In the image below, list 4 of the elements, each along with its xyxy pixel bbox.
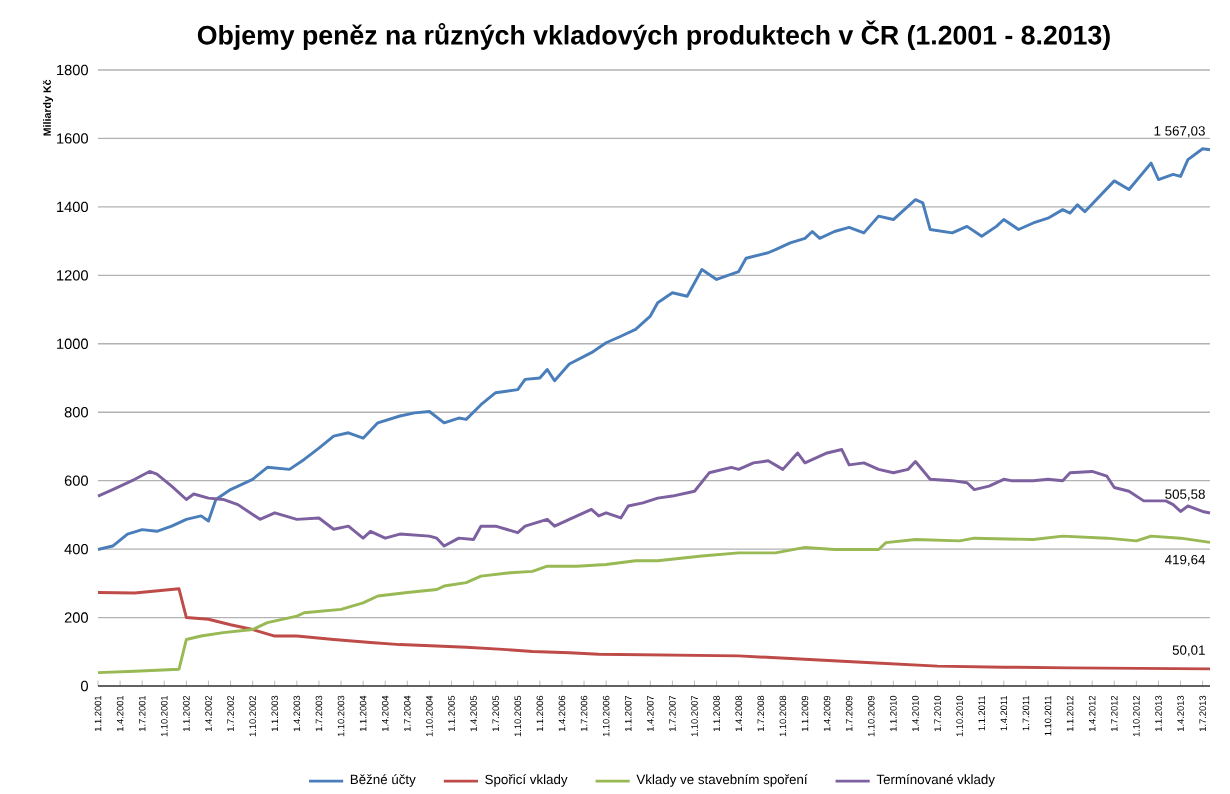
line-series [96,534,1212,675]
line-series [96,448,1212,548]
chart-title: Objemy peněz na různých vkladových produktech v ČR (1.2001 - 8.2013) [197,20,1110,50]
line-series [96,587,1212,671]
